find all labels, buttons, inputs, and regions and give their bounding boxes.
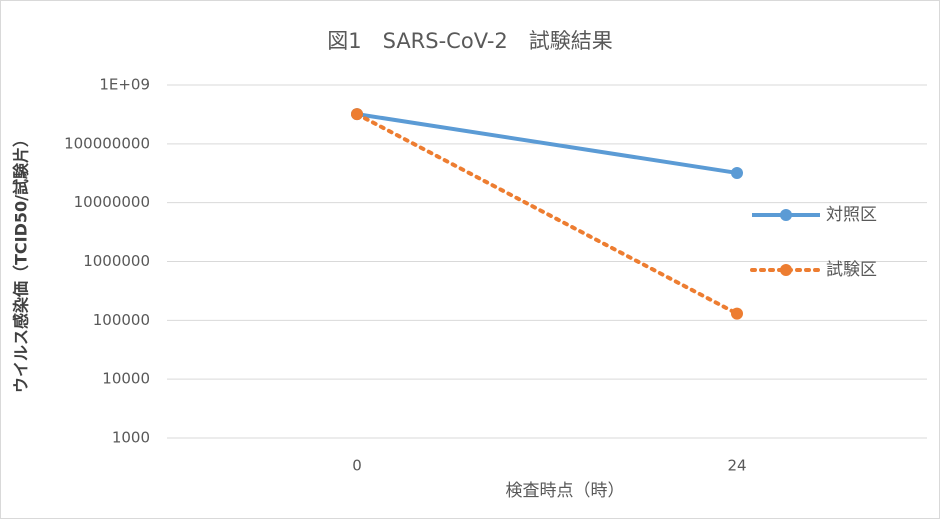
data-point bbox=[731, 307, 743, 320]
y-tick-label: 1E+09 bbox=[99, 76, 150, 94]
y-tick-label: 100000 bbox=[93, 311, 150, 329]
x-tick-label: 0 bbox=[352, 457, 362, 475]
y-tick-label: 1000 bbox=[112, 429, 150, 447]
y-tick-label: 10000 bbox=[102, 370, 150, 388]
chart-title: 図1 SARS-CoV-2 試験結果 bbox=[327, 29, 613, 53]
series-line bbox=[356, 112, 738, 175]
x-tick-label: 24 bbox=[727, 457, 746, 475]
y-tick-label: 1000000 bbox=[83, 252, 150, 270]
legend-marker bbox=[780, 264, 792, 276]
legend-marker bbox=[780, 209, 792, 221]
series-line bbox=[355, 112, 739, 316]
y-axis-title: ウイルス感染価（TCID50/試験片） bbox=[12, 131, 31, 393]
y-tick-label: 100000000 bbox=[64, 134, 150, 152]
legend-label: 対照区 bbox=[826, 205, 877, 225]
legend-label: 試験区 bbox=[826, 260, 877, 280]
y-tick-label: 10000000 bbox=[74, 193, 150, 211]
data-point bbox=[351, 108, 363, 121]
data-point bbox=[731, 166, 743, 179]
x-axis-title: 検査時点（時） bbox=[506, 481, 625, 501]
